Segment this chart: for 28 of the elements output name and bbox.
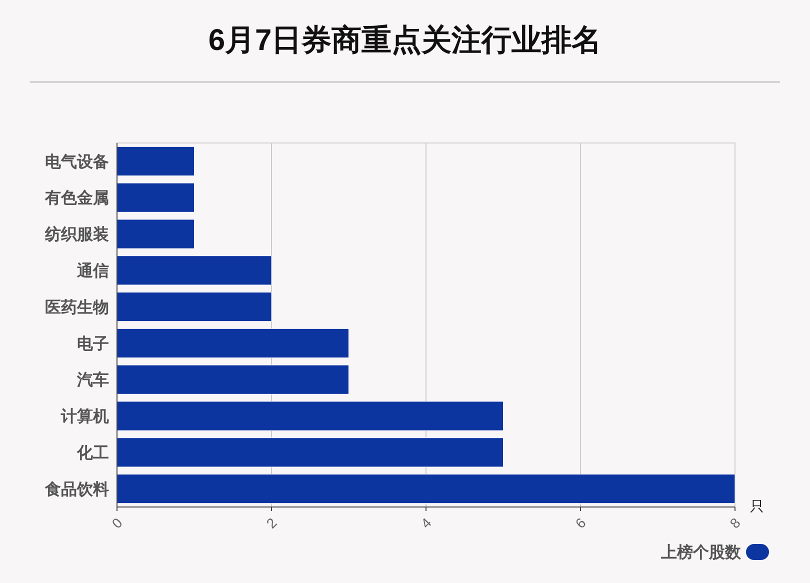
y-tick-label: 纺织服装: [44, 226, 109, 244]
bar: [116, 219, 194, 249]
x-tick-label: 8: [726, 514, 744, 532]
x-tick-label: 6: [572, 514, 589, 532]
y-tick-label: 电气设备: [45, 152, 109, 171]
y-tick-label: 电子: [77, 334, 109, 353]
x-tick-label: 2: [263, 514, 280, 532]
y-tick-label: 计算机: [60, 408, 109, 426]
x-tick-label: 4: [418, 514, 434, 532]
chart-title: 6月7日券商重点关注行业排名: [208, 23, 602, 57]
bar: [116, 401, 504, 431]
bar: [116, 182, 194, 212]
bar: [116, 364, 349, 394]
bar: [116, 146, 194, 176]
x-tick-label: 0: [108, 514, 126, 532]
bar: [116, 438, 504, 468]
x-axis-title: 只: [750, 498, 764, 514]
y-tick-label: 汽车: [76, 371, 109, 390]
y-tick-label: 化工: [76, 444, 109, 462]
bar: [116, 328, 349, 358]
y-tick-label: 医药生物: [45, 298, 109, 316]
bar: [116, 256, 272, 286]
y-tick-label: 食品饮料: [44, 480, 109, 498]
bar: [116, 474, 736, 504]
legend-label: 上榜个股数: [660, 544, 742, 562]
bar: [116, 292, 272, 322]
y-tick-label: 通信: [76, 262, 109, 280]
y-tick-label: 有色金属: [44, 189, 109, 208]
